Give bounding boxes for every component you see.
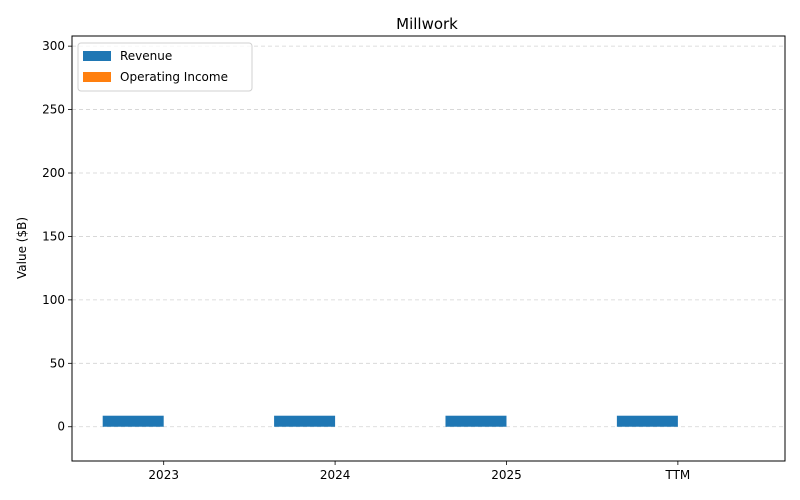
bar-revenue — [616, 415, 678, 427]
axes: 0 50 100 150 200 250 300 2023 2024 2025 TTM — [42, 35, 786, 482]
y-tick-label: 300 — [42, 39, 65, 53]
legend: Revenue Operating Income — [77, 42, 253, 92]
legend-label: Operating Income — [120, 70, 228, 84]
x-tick-label: 2025 — [491, 468, 522, 482]
y-tick-label: 0 — [57, 420, 65, 434]
y-tick-label: 200 — [42, 166, 65, 180]
legend-swatch — [83, 51, 111, 61]
bar-revenue — [102, 415, 164, 427]
legend-label: Revenue — [120, 49, 172, 63]
bars — [102, 415, 678, 427]
legend-swatch — [83, 72, 111, 82]
y-tick-label: 50 — [50, 356, 65, 370]
y-tick-label: 250 — [42, 103, 65, 117]
gridlines — [72, 45, 785, 428]
y-tick-label: 100 — [42, 293, 65, 307]
y-axis-label: Value ($B) — [15, 217, 29, 279]
x-tick-label: 2024 — [320, 468, 351, 482]
legend-box — [77, 42, 253, 92]
bar-revenue — [445, 415, 507, 427]
x-tick-label: TTM — [664, 468, 690, 482]
bar-revenue — [274, 415, 336, 427]
plot-frame — [71, 35, 786, 462]
chart-title: Millwork — [396, 15, 458, 33]
y-tick-label: 150 — [42, 229, 65, 243]
x-tick-label: 2023 — [148, 468, 179, 482]
